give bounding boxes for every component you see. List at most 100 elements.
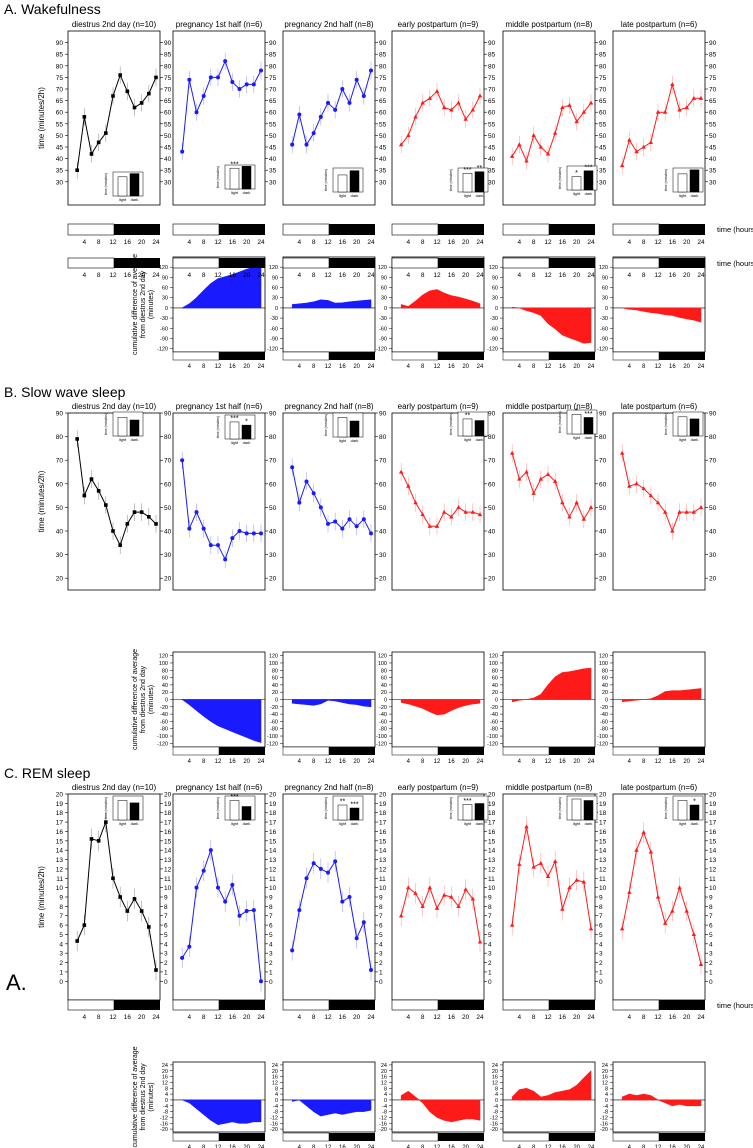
cumulative-y-tick-label: 4 [495, 1092, 498, 1098]
y-tick-label: 20 [599, 792, 607, 799]
inset-bar-dark [583, 170, 594, 191]
y-tick-label: 50 [56, 505, 64, 512]
cumulative-y-tick-label: 20 [602, 690, 608, 696]
cumulative-y-tick-label: -8 [493, 1110, 498, 1116]
inset-bar-chart: time (minutes) light dark * [664, 795, 704, 826]
data-point [223, 557, 228, 562]
y-tick-label: 10 [56, 885, 64, 892]
data-point [125, 909, 130, 913]
panel-frame [172, 412, 266, 591]
x-tick-label: 16 [559, 272, 567, 279]
y-tick-label: 75 [709, 75, 717, 82]
data-point [634, 149, 639, 154]
y-tick-label: 75 [379, 75, 387, 82]
cumulative-y-tick-label: 16 [602, 1075, 608, 1081]
panel-3: pregnancy 2nd half (n=8)2030405060708090… [267, 257, 387, 765]
x-tick-label: 12 [214, 272, 222, 279]
dark-phase-bar [114, 1000, 160, 1010]
data-point [434, 523, 440, 528]
y-tick-label: 17 [379, 820, 387, 827]
x-tick-label: 8 [312, 239, 316, 246]
cumulative-y-tick-label: -16 [270, 1121, 278, 1127]
y-tick-label: 5 [269, 932, 273, 939]
cumulative-y-tick-label: 12 [492, 1080, 498, 1086]
light-phase-bar [391, 257, 439, 269]
inset-category-label: light [231, 440, 239, 445]
y-tick-label: 3 [59, 951, 63, 958]
cumulative-x-tick-label: 16 [448, 759, 455, 765]
series-line [291, 860, 372, 971]
cumulative-x-tick-label: 4 [518, 759, 522, 765]
x-tick-label: 4 [188, 1014, 192, 1021]
data-point [691, 509, 697, 514]
y-tick-label: 11 [379, 876, 386, 883]
y-tick-label: 20 [709, 792, 717, 799]
data-point [648, 139, 654, 144]
data-point [670, 528, 675, 533]
data-point [154, 75, 158, 80]
y-tick-label: 1 [709, 969, 713, 976]
x-tick-label: 12 [654, 1014, 662, 1021]
y-tick-label: 80 [269, 63, 277, 70]
y-tick-label: 30 [488, 179, 496, 186]
x-tick-label: 8 [642, 1014, 646, 1021]
inset-significance-star: * [245, 419, 248, 426]
light-phase-bar [612, 257, 660, 269]
cumulative-y-tick-label: 120 [599, 265, 608, 271]
cumulative-y-tick-label: 16 [492, 1075, 498, 1081]
cumulative-x-tick-label: 24 [477, 1145, 484, 1148]
y-tick-label: 60 [56, 481, 64, 488]
cumulative-y-axis-label-line: from diestrus 2nd day [140, 1063, 147, 1131]
section-wakefulness: time (minutes/2h) cumulative difference o… [37, 20, 753, 370]
series-line [621, 452, 702, 533]
cumulative-x-tick-label: 8 [421, 364, 425, 370]
x-tick-label: 20 [573, 239, 581, 246]
y-tick-label: 20 [269, 576, 277, 583]
y-tick-label: 2 [269, 960, 273, 967]
panel-6: late postpartum (n=6)3035404550556065707… [597, 20, 753, 370]
cumulative-x-tick-label: 8 [532, 1145, 536, 1148]
x-tick-label: 16 [124, 272, 132, 279]
x-tick-label: 12 [109, 272, 117, 279]
cumulative-y-tick-label: -20 [490, 705, 498, 711]
cumulative-y-tick-label: -90 [490, 336, 498, 342]
y-tick-label: 5 [164, 932, 168, 939]
cumulative-x-tick-label: 4 [518, 1145, 522, 1148]
dark-phase-bar [659, 1000, 705, 1010]
x-tick-label: 20 [683, 239, 691, 246]
data-point [147, 91, 151, 96]
cumulative-x-tick-label: 4 [298, 759, 302, 765]
cumulative-y-tick-label: -60 [160, 326, 168, 332]
cumulative-y-tick-label: -16 [379, 1121, 387, 1127]
data-point [545, 151, 551, 156]
y-tick-label: 50 [164, 133, 172, 140]
cumulative-y-tick-label: 80 [381, 668, 387, 674]
inset-bar-light [677, 416, 688, 437]
light-phase-bar [172, 999, 220, 1011]
data-point [477, 939, 483, 944]
data-point [180, 458, 185, 463]
cumulative-y-tick-label: 100 [489, 661, 498, 667]
cumulative-x-tick-label: 8 [642, 759, 646, 765]
y-tick-label: 50 [269, 505, 277, 512]
data-point [340, 899, 345, 904]
data-point [290, 142, 295, 147]
cumulative-y-tick-label: -120 [157, 741, 168, 747]
panel-title: middle postpartum (n=8) [506, 783, 593, 792]
inset-category-label: dark [351, 193, 359, 198]
y-tick-label: 8 [709, 904, 713, 911]
light-phase-bar [612, 999, 660, 1011]
y-tick-label: 60 [269, 110, 277, 117]
inset-bar-chart: time (minutes) light dark [324, 167, 364, 198]
cumulative-y-tick-label: 24 [602, 1063, 608, 1069]
y-tick-label: 7 [164, 913, 168, 920]
data-point [538, 476, 544, 481]
y-tick-label: 55 [164, 121, 172, 128]
y-tick-label: 50 [709, 133, 717, 140]
data-point [524, 469, 529, 474]
y-tick-label: 90 [269, 40, 277, 47]
panel-title: early postpartum (n=9) [398, 20, 479, 29]
inset-category-label: dark [585, 435, 593, 440]
data-point [333, 107, 338, 112]
cumulative-x-tick-label: 8 [532, 759, 536, 765]
